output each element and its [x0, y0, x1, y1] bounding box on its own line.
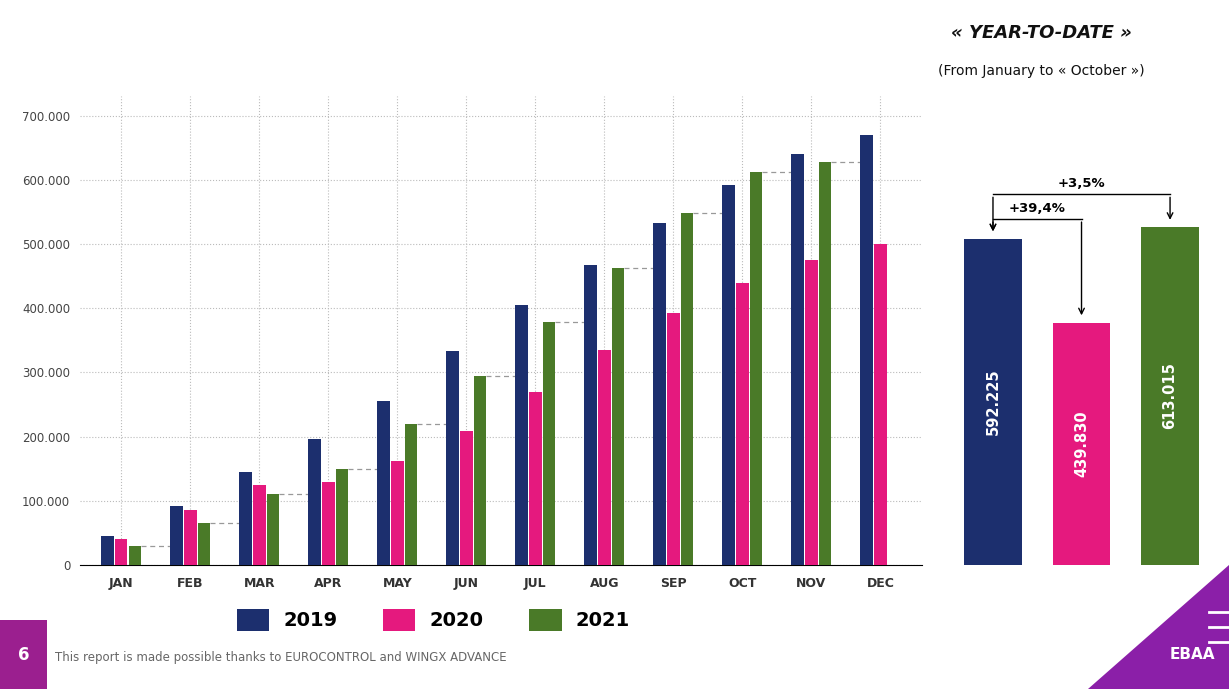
- Bar: [515, 305, 527, 565]
- Bar: [253, 485, 265, 565]
- Bar: [267, 495, 279, 565]
- Bar: [599, 350, 611, 565]
- Text: +39,4%: +39,4%: [1009, 202, 1066, 215]
- Bar: [391, 461, 403, 565]
- Bar: [819, 162, 831, 565]
- Bar: [654, 223, 666, 565]
- Text: This report is made possible thanks to EUROCONTROL and WINGX ADVANCE: This report is made possible thanks to E…: [55, 652, 506, 664]
- Text: +3,5%: +3,5%: [1058, 177, 1105, 190]
- Bar: [1142, 227, 1198, 565]
- Bar: [377, 401, 390, 565]
- Bar: [116, 539, 128, 565]
- Bar: [322, 482, 334, 565]
- Bar: [460, 431, 472, 565]
- Bar: [681, 214, 693, 565]
- Bar: [612, 268, 624, 565]
- Bar: [101, 536, 114, 565]
- Bar: [171, 506, 183, 565]
- Bar: [791, 154, 804, 565]
- Bar: [667, 313, 680, 565]
- FancyBboxPatch shape: [0, 620, 47, 689]
- Bar: [874, 244, 886, 565]
- Bar: [723, 185, 735, 565]
- Text: 6: 6: [17, 646, 29, 664]
- Text: 439.830: 439.830: [1074, 411, 1089, 477]
- Bar: [336, 469, 348, 565]
- Text: 592.225: 592.225: [986, 369, 1000, 435]
- Bar: [860, 135, 873, 565]
- Bar: [584, 265, 597, 565]
- Bar: [1053, 322, 1110, 565]
- Bar: [404, 424, 418, 565]
- Bar: [129, 546, 141, 565]
- Text: « YEAR-TO-DATE » DETAILS IN EUROPE (FLIGHTS FROM JANUARY ONWARDS): « YEAR-TO-DATE » DETAILS IN EUROPE (FLIG…: [16, 63, 642, 77]
- Text: (From January to « October »): (From January to « October »): [938, 64, 1145, 78]
- Bar: [530, 391, 542, 565]
- Bar: [543, 322, 556, 565]
- Bar: [198, 523, 210, 565]
- Bar: [750, 172, 762, 565]
- Bar: [805, 260, 817, 565]
- Bar: [308, 438, 321, 565]
- Legend: 2019, 2020, 2021: 2019, 2020, 2021: [230, 601, 638, 638]
- Bar: [736, 282, 748, 565]
- Bar: [965, 238, 1021, 565]
- Polygon shape: [1088, 565, 1229, 689]
- Text: BUSINESS AVIATION ACTIVITY THROUGHOUT THE COVID CRISIS: BUSINESS AVIATION ACTIVITY THROUGHOUT TH…: [16, 29, 537, 44]
- Bar: [240, 472, 252, 565]
- Bar: [184, 511, 197, 565]
- Text: 613.015: 613.015: [1163, 362, 1177, 429]
- Bar: [474, 376, 487, 565]
- Text: EBAA: EBAA: [1170, 647, 1215, 661]
- Text: « YEAR-TO-DATE »: « YEAR-TO-DATE »: [951, 24, 1132, 42]
- Bar: [446, 351, 458, 565]
